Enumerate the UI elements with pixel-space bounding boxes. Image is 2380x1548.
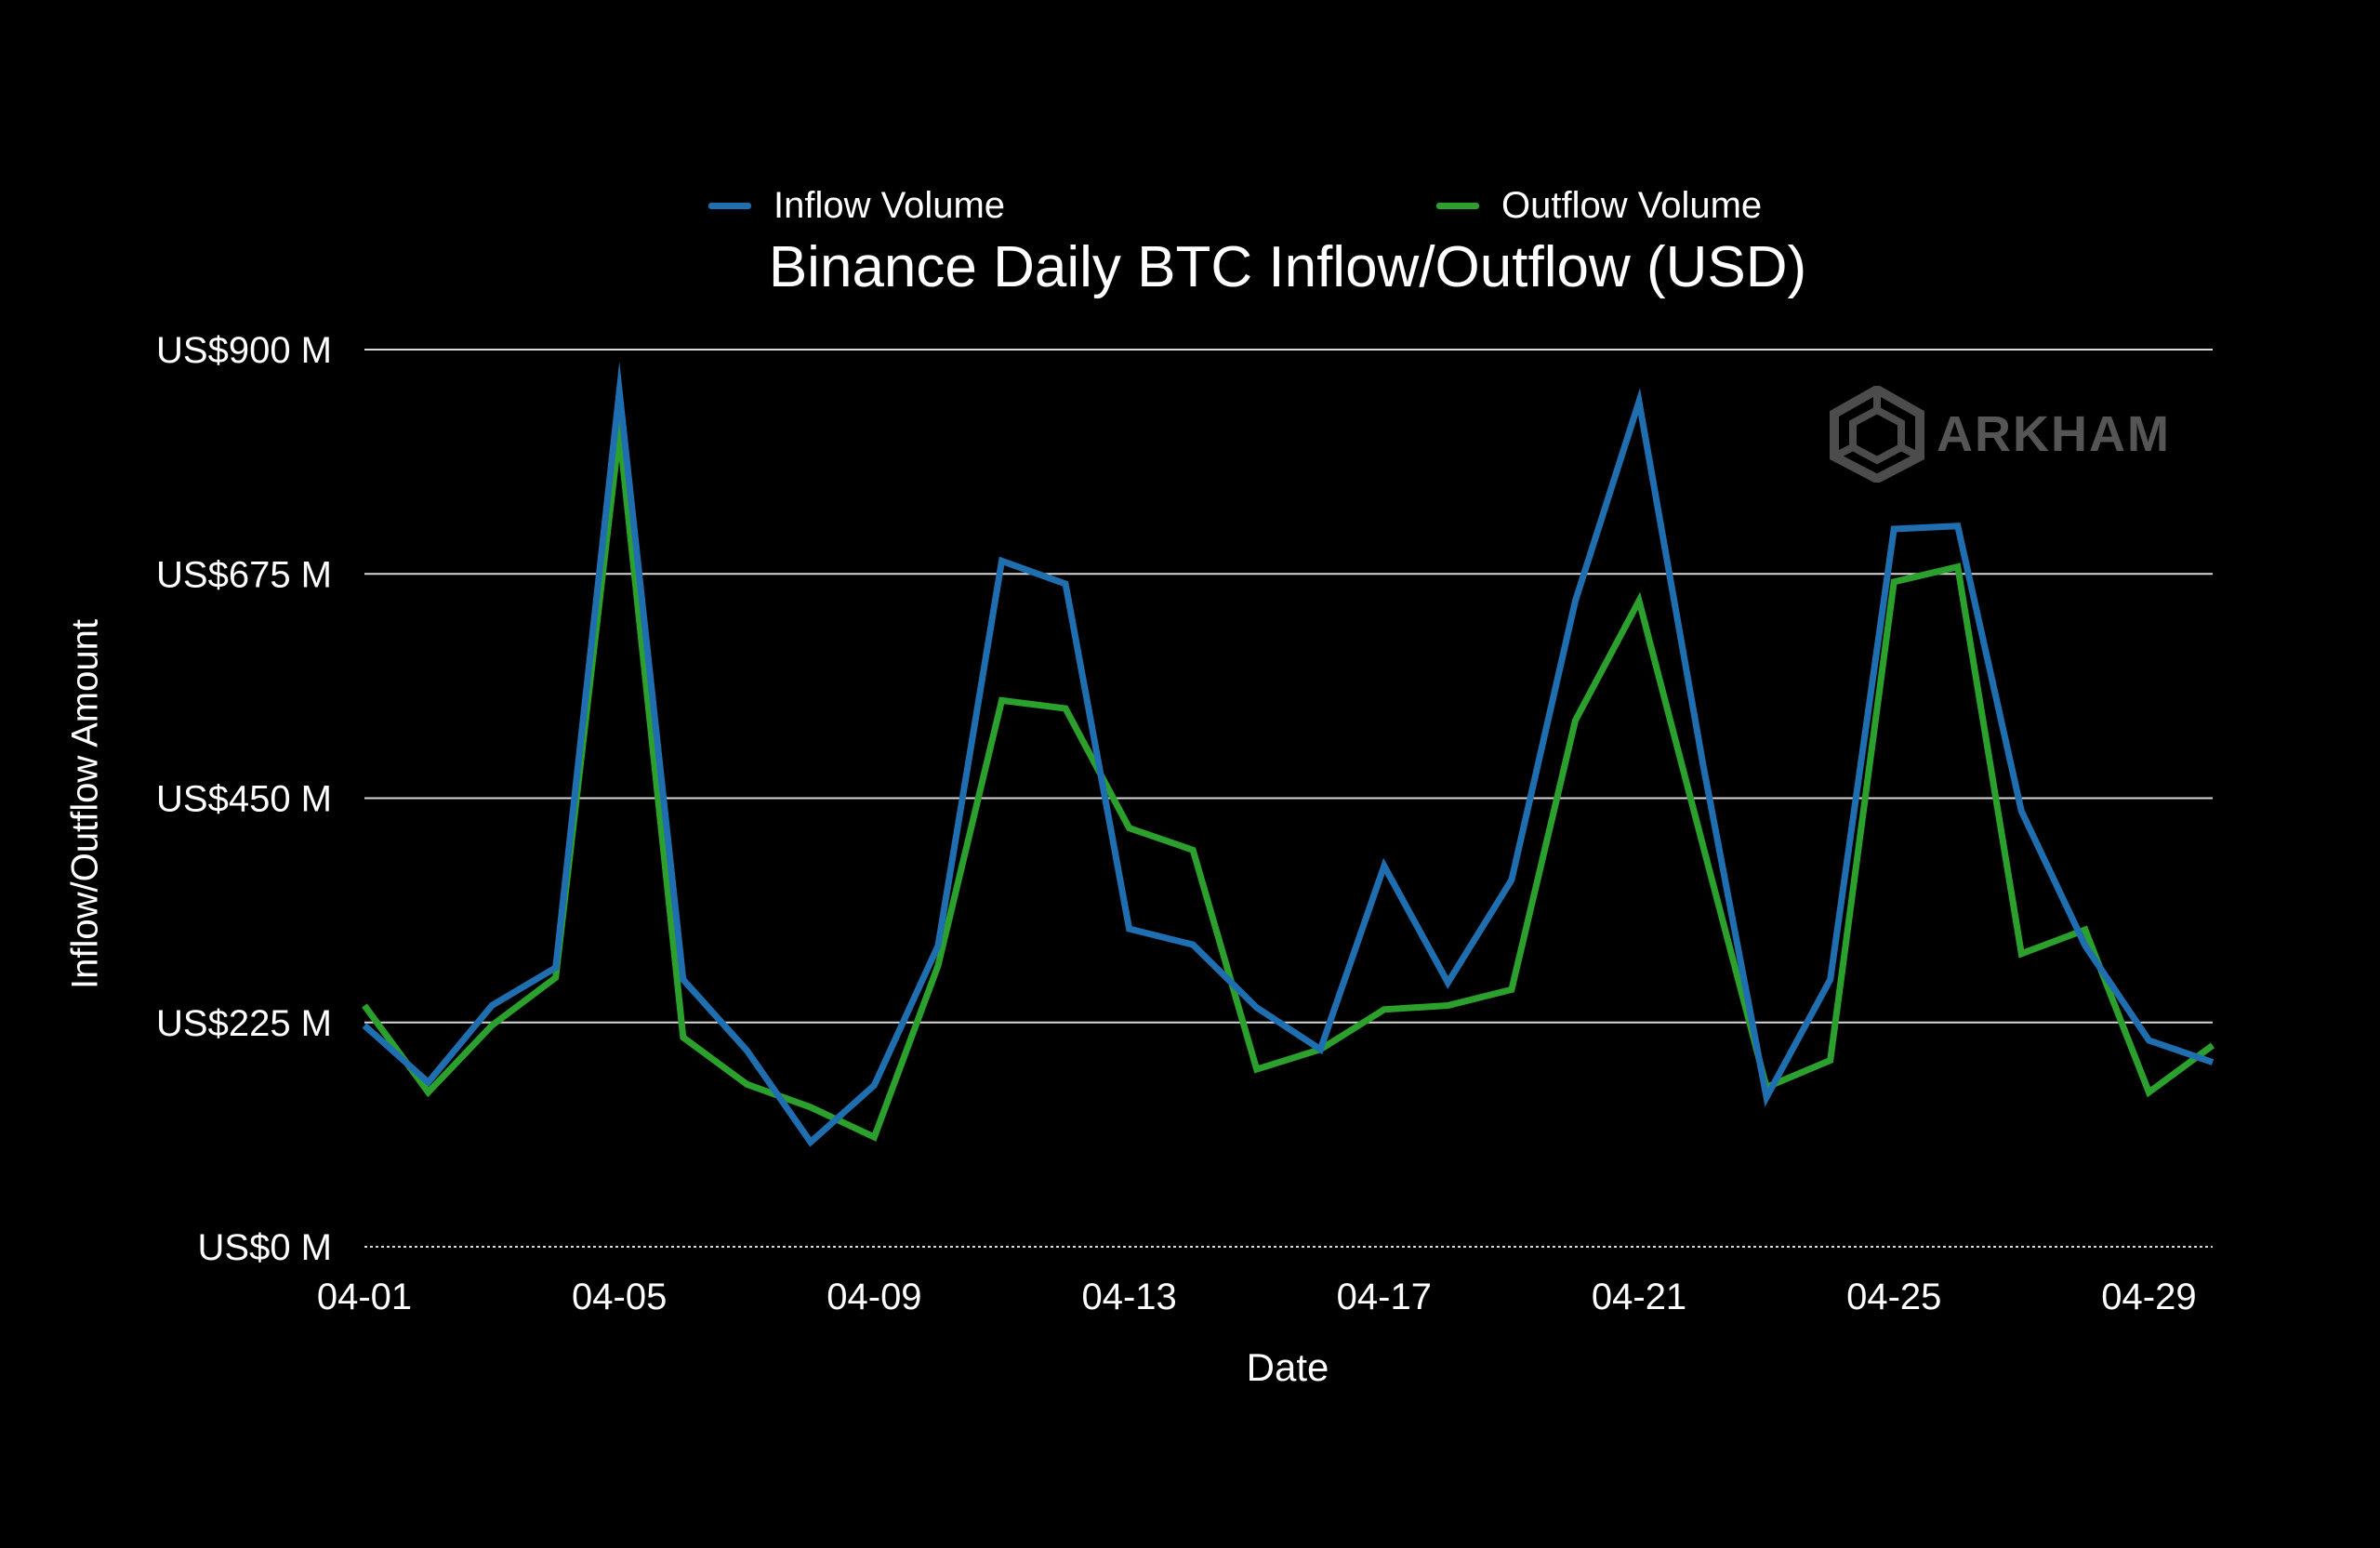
watermark-text: ARKHAM — [1937, 406, 2171, 462]
x-tick-label: 04-13 — [1081, 1277, 1176, 1317]
y-axis-label: Inflow/Outflow Amount — [64, 619, 106, 989]
legend-swatch-inflow — [708, 202, 751, 209]
outflow-volume-line — [362, 402, 2215, 1142]
y-tick-label: US$450 M — [156, 779, 332, 820]
y-tick-label: US$0 M — [198, 1227, 333, 1268]
legend-label-outflow: Outflow Volume — [1501, 184, 1763, 226]
gridlines — [364, 349, 2213, 1248]
legend-item-inflow: Inflow Volume — [708, 182, 1005, 229]
x-tick-label: 04-25 — [1846, 1277, 1941, 1317]
x-tick-label: 04-01 — [317, 1277, 412, 1317]
inflow-volume-line — [362, 361, 2215, 1147]
y-tick-label: US$675 M — [156, 554, 332, 595]
arkham-watermark: ARKHAM — [1827, 386, 2171, 483]
y-tick-label: US$900 M — [156, 330, 332, 371]
legend-item-outflow: Outflow Volume — [1436, 182, 1762, 229]
chart-title: Binance Daily BTC Inflow/Outflow (USD) — [768, 235, 1807, 299]
axes: US$0 M US$225 M US$450 M US$675 M US$900 M 04… — [156, 330, 2197, 1317]
legend-swatch-outflow — [1436, 202, 1479, 209]
x-tick-label: 04-17 — [1337, 1277, 1432, 1317]
x-tick-label: 04-21 — [1592, 1277, 1686, 1317]
y-tick-label: US$225 M — [156, 1003, 332, 1044]
x-tick-label: 04-09 — [826, 1277, 921, 1317]
series-lines — [362, 361, 2215, 1147]
x-axis-label: Date — [1246, 1345, 1329, 1389]
arkham-logo-icon — [1830, 386, 1924, 483]
x-tick-label: 04-29 — [2101, 1277, 2196, 1317]
legend-label-inflow: Inflow Volume — [774, 184, 1006, 226]
x-tick-label: 04-05 — [572, 1277, 667, 1317]
